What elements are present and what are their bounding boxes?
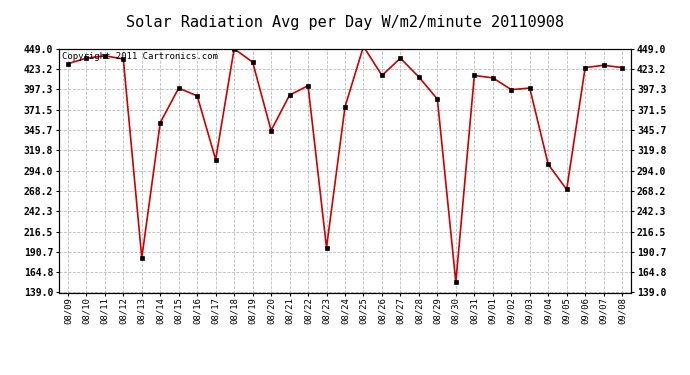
Text: Solar Radiation Avg per Day W/m2/minute 20110908: Solar Radiation Avg per Day W/m2/minute … — [126, 15, 564, 30]
Text: Copyright 2011 Cartronics.com: Copyright 2011 Cartronics.com — [61, 53, 217, 62]
